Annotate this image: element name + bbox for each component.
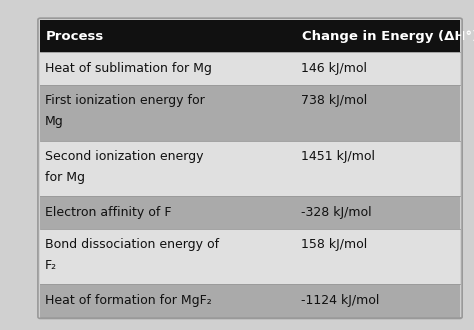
Text: -1124 kJ/mol: -1124 kJ/mol: [301, 294, 379, 307]
Text: First ionization energy for: First ionization energy for: [45, 94, 205, 107]
Text: -328 kJ/mol: -328 kJ/mol: [301, 206, 372, 219]
Bar: [40, 141, 460, 196]
Text: Heat of formation for MgF₂: Heat of formation for MgF₂: [45, 294, 212, 307]
Text: 738 kJ/mol: 738 kJ/mol: [301, 94, 367, 107]
Text: Electron affinity of F: Electron affinity of F: [45, 206, 172, 219]
Text: Heat of sublimation for Mg: Heat of sublimation for Mg: [45, 62, 212, 75]
Text: Mg: Mg: [45, 115, 64, 128]
Text: for Mg: for Mg: [45, 171, 85, 184]
Text: Change in Energy (ΔH°): Change in Energy (ΔH°): [302, 30, 474, 43]
Text: Process: Process: [46, 30, 104, 43]
Bar: [40, 85, 460, 141]
Text: Second ionization energy: Second ionization energy: [45, 149, 203, 163]
Text: 146 kJ/mol: 146 kJ/mol: [301, 62, 367, 75]
Text: Bond dissociation energy of: Bond dissociation energy of: [45, 238, 219, 251]
Text: F₂: F₂: [45, 259, 57, 272]
Bar: [40, 52, 460, 85]
Bar: [40, 229, 460, 284]
Text: 1451 kJ/mol: 1451 kJ/mol: [301, 149, 375, 163]
Bar: [40, 196, 460, 229]
Bar: [40, 284, 460, 317]
Text: 158 kJ/mol: 158 kJ/mol: [301, 238, 367, 251]
Bar: [40, 20, 460, 52]
